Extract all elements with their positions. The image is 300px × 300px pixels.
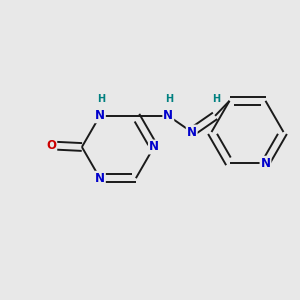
- Text: H: H: [97, 94, 105, 104]
- Text: N: N: [187, 125, 197, 139]
- Text: N: N: [95, 109, 105, 122]
- Text: N: N: [163, 109, 173, 122]
- Text: O: O: [46, 139, 56, 152]
- Text: N: N: [260, 157, 271, 170]
- Text: H: H: [212, 94, 220, 104]
- Text: H: H: [165, 94, 173, 104]
- Text: N: N: [95, 172, 105, 185]
- Text: N: N: [149, 140, 159, 154]
